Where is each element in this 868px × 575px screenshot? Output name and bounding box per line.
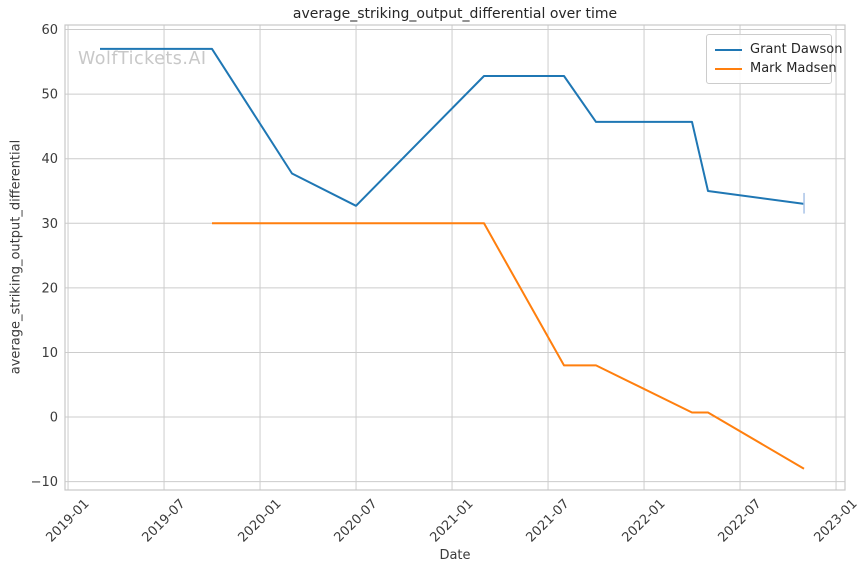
chart-title: average_striking_output_differential ove… xyxy=(292,6,618,22)
legend-line-sample-orange xyxy=(715,67,742,70)
x-tick-label: 2020-01 xyxy=(235,496,284,545)
legend-label-grant-dawson: Grant Dawson xyxy=(750,42,843,57)
legend-line-sample-blue xyxy=(715,48,742,51)
x-tick-label: 2019-01 xyxy=(43,496,92,545)
x-tick-label: 2020-07 xyxy=(331,496,380,545)
x-tick-label: 2023-01 xyxy=(811,496,860,545)
legend-item-grant-dawson: Grant Dawson xyxy=(715,40,842,59)
series-line-grant-dawson xyxy=(100,47,805,207)
y-tick-label: 60 xyxy=(41,23,58,38)
legend: Grant Dawson Mark Madsen xyxy=(706,34,842,84)
y-tick-label: −10 xyxy=(31,475,58,490)
watermark: WolfTickets.AI xyxy=(78,49,207,69)
plot-border xyxy=(64,24,846,491)
y-tick-label: 50 xyxy=(41,88,58,103)
y-tick-label: 20 xyxy=(41,281,58,296)
legend-item-mark-madsen: Mark Madsen xyxy=(715,59,837,78)
y-tick-label: 10 xyxy=(41,346,58,361)
x-tick-label: 2019-07 xyxy=(139,496,188,545)
y-axis-label: average_striking_output_differential xyxy=(8,139,24,375)
x-tick-label: 2022-07 xyxy=(715,496,764,545)
y-tick-label: 30 xyxy=(41,217,58,232)
x-axis-label: Date xyxy=(439,548,471,563)
x-tick-label: 2022-01 xyxy=(619,496,668,545)
series-line-mark-madsen xyxy=(212,222,805,470)
y-tick-label: 40 xyxy=(41,152,58,167)
x-tick-label: 2021-07 xyxy=(523,496,572,545)
legend-label-mark-madsen: Mark Madsen xyxy=(750,61,837,76)
y-tick-label: 0 xyxy=(50,411,58,426)
x-tick-label: 2021-01 xyxy=(427,496,476,545)
